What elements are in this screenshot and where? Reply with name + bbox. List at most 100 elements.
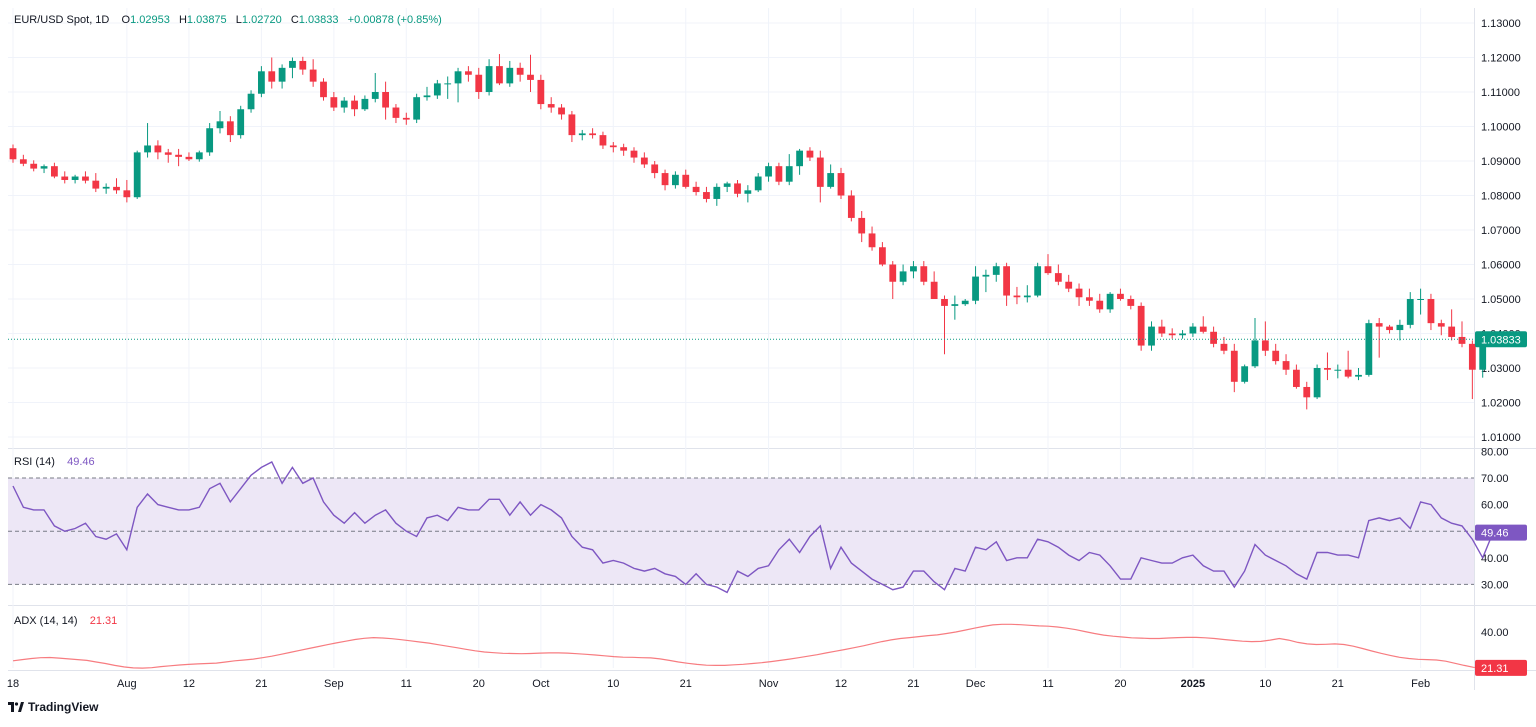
candle (1179, 330, 1186, 339)
candle-body (175, 154, 182, 157)
candle-body (361, 98, 369, 110)
candle (589, 128, 596, 139)
candle-body (899, 271, 907, 282)
candle-body (258, 71, 265, 94)
candle-body (682, 174, 690, 187)
candle (516, 62, 524, 82)
candle (309, 59, 317, 87)
candle-body (1293, 369, 1300, 387)
time-tick-label: Dec (966, 678, 986, 690)
candle-body (1044, 266, 1052, 274)
candle-body (340, 100, 348, 108)
candle (485, 59, 493, 96)
candle-body (237, 109, 245, 136)
candle (640, 152, 648, 168)
rsi-tick-label: 80.00 (1481, 446, 1509, 458)
candle-body (1096, 300, 1104, 310)
rsi-badge-label: 49.46 (1481, 528, 1509, 540)
candle (972, 266, 979, 305)
candle-body (1396, 324, 1404, 331)
candle (320, 78, 327, 101)
candle (82, 171, 89, 184)
candle-body (1054, 273, 1062, 282)
candle (1137, 302, 1145, 351)
candle-body (1117, 293, 1124, 299)
candle (1272, 343, 1280, 365)
candle-body (1168, 333, 1176, 336)
candle (527, 54, 534, 92)
candle (392, 104, 400, 124)
candle-body (609, 145, 617, 148)
candle-body (589, 133, 596, 136)
candle (1003, 262, 1010, 306)
candle (609, 142, 617, 153)
candle (195, 150, 203, 162)
candle (216, 110, 224, 134)
candle-body (661, 173, 669, 186)
candle-body (1375, 323, 1383, 327)
candle-body (982, 274, 990, 277)
candle-body (82, 176, 89, 181)
candle (1344, 350, 1352, 379)
candle (423, 86, 431, 101)
candle-body (1303, 386, 1311, 398)
candle (1365, 319, 1373, 377)
candle-body (1468, 343, 1476, 370)
candle (1355, 368, 1362, 381)
candle-body (1251, 340, 1259, 367)
candle-body (1479, 339, 1487, 370)
candle (1220, 336, 1228, 355)
time-tick-label: 21 (1332, 678, 1344, 690)
candle (630, 147, 638, 163)
adx-title[interactable]: ADX (14, 14) (14, 615, 78, 627)
candle-body (1158, 326, 1166, 334)
candle-body (1230, 350, 1238, 382)
candle (847, 190, 855, 222)
candle-body (1106, 293, 1114, 310)
tradingview-logo[interactable]: TradingView (8, 700, 98, 714)
candle-body (785, 166, 793, 182)
candle-body (1355, 374, 1362, 377)
candle-body (154, 145, 162, 153)
rsi-tick-label: 70.00 (1481, 473, 1509, 485)
candle-body (133, 152, 141, 198)
candle-body (1261, 340, 1269, 351)
candle (371, 73, 379, 103)
candle (1406, 292, 1414, 329)
rsi-tick-label: 60.00 (1481, 500, 1509, 512)
time-tick-label: Feb (1411, 678, 1430, 690)
candle-body (195, 152, 203, 160)
candle (351, 95, 358, 117)
candle-body (123, 190, 131, 198)
close-label: C (290, 14, 299, 26)
symbol-name[interactable]: EUR/USD Spot, 1D (14, 14, 110, 26)
candle (672, 171, 679, 189)
candle (910, 261, 917, 279)
rsi-value-badge (1475, 524, 1527, 541)
candle-body (1210, 331, 1217, 344)
candle-body (1127, 299, 1135, 306)
brand-name: TradingView (28, 700, 99, 714)
candle (1396, 319, 1404, 341)
candle-body (92, 180, 100, 189)
candle-body (1313, 368, 1321, 398)
candle (879, 242, 886, 267)
candle-body (837, 173, 845, 196)
price-tick-label: 1.02000 (1481, 398, 1521, 410)
candle (837, 167, 845, 199)
candle (868, 226, 876, 251)
candle-body (1034, 266, 1042, 296)
candle (226, 116, 234, 143)
candle (71, 174, 79, 184)
time-tick-label: Sep (324, 678, 344, 690)
candle (164, 148, 172, 163)
price-tick-label: 1.06000 (1481, 260, 1521, 272)
rsi-title[interactable]: RSI (14) (14, 456, 55, 468)
candle (1313, 364, 1321, 400)
candle (1023, 285, 1031, 303)
price-tick-label: 1.11000 (1481, 87, 1520, 99)
candle (361, 95, 369, 111)
candle-body (496, 66, 503, 84)
candle (1437, 319, 1445, 336)
